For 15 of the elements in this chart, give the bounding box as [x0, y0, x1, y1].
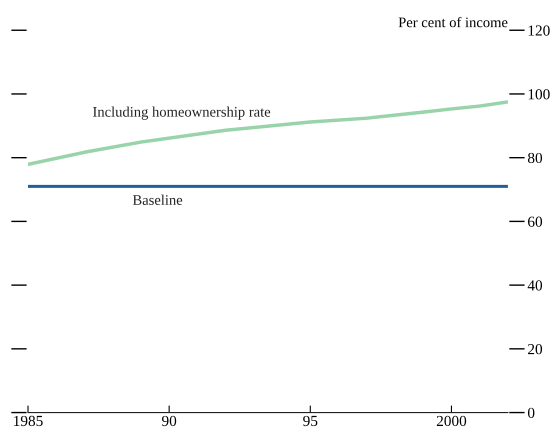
y-tick-label: 120: [528, 25, 550, 36]
y-tick-label: 40: [528, 280, 542, 291]
x-tick-label: 2000: [436, 416, 466, 426]
x-tick-label: 1985: [14, 416, 43, 426]
y-tick-label: 20: [528, 344, 542, 354]
y-axis-title: Per cent of income: [398, 16, 508, 28]
x-tick-label: 90: [162, 416, 176, 426]
y-tick-label: 100: [528, 89, 550, 100]
x-tick-label: 95: [303, 416, 318, 426]
y-tick-label: 60: [528, 216, 542, 227]
y-tick-label: 0: [528, 408, 534, 418]
line-series: [28, 100, 508, 166]
series-label: Baseline: [132, 194, 182, 205]
y-tick-label: 80: [528, 152, 542, 164]
series-label: Including homeownership rate: [93, 106, 270, 120]
